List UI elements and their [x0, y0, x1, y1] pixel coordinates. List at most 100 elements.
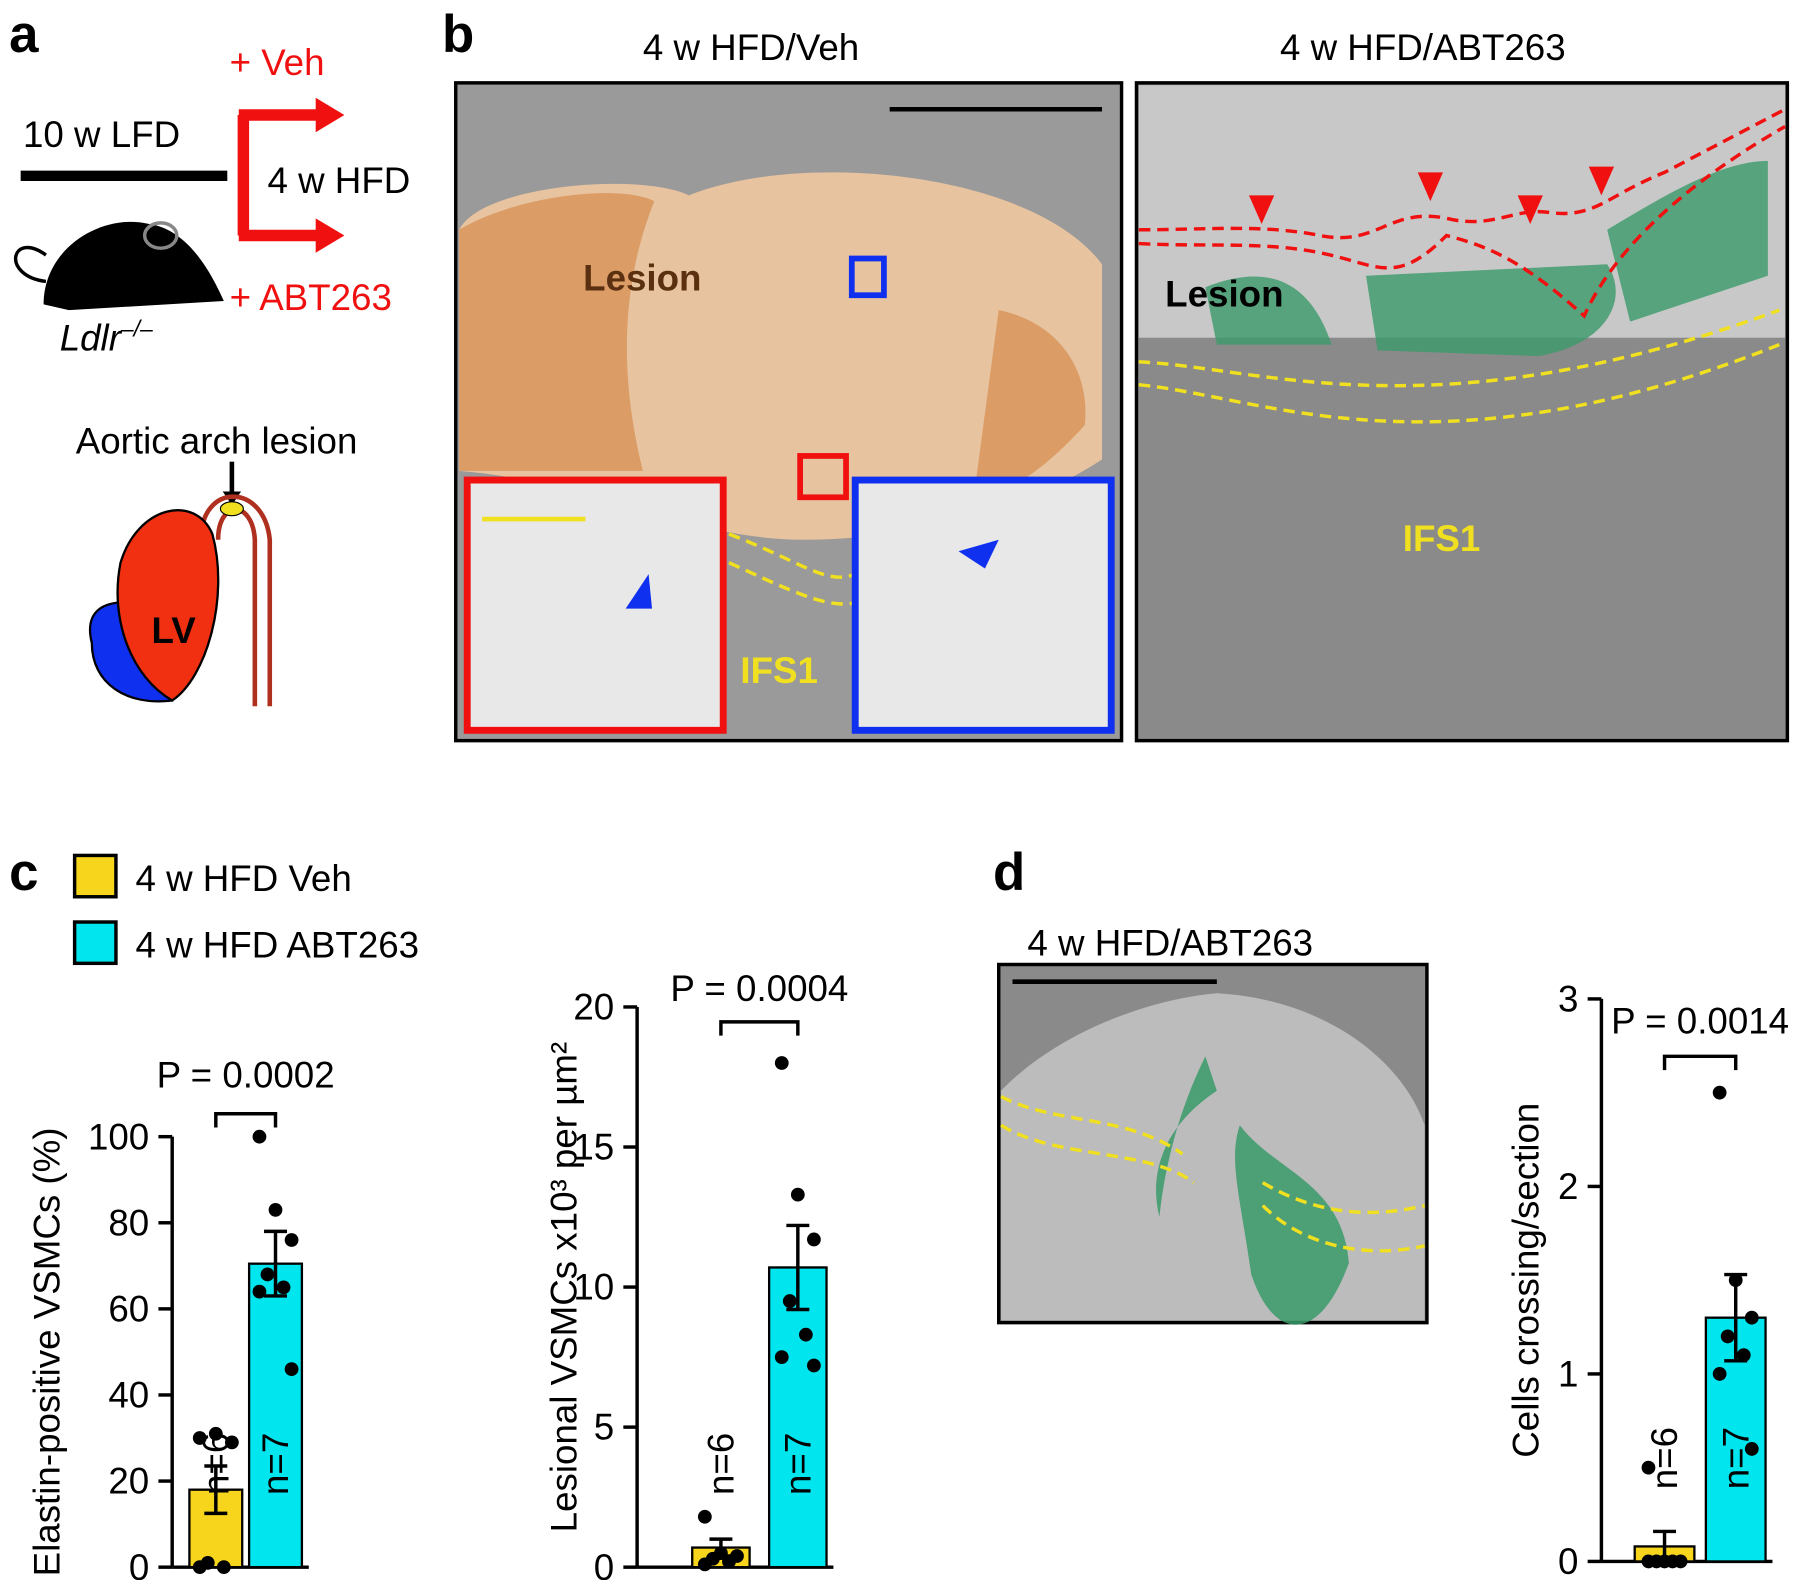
- lesion-overlay: [975, 310, 1086, 492]
- data-point: [252, 1129, 267, 1144]
- y-tick-label: 0: [594, 1547, 614, 1580]
- arrowhead-marker: [1417, 172, 1443, 202]
- arrowhead-marker: [958, 539, 999, 569]
- arrow-head: [315, 218, 345, 253]
- arrowhead-marker: [1517, 195, 1543, 225]
- y-tick-label: 60: [108, 1289, 149, 1330]
- ifs-boundary: [1000, 1094, 1426, 1253]
- y-tick-label: 0: [1558, 1541, 1578, 1580]
- ifs-boundary: [728, 532, 856, 606]
- data-point: [774, 1350, 789, 1364]
- y-tick-label: 3: [1558, 979, 1578, 1020]
- data-point: [284, 1362, 299, 1377]
- data-point: [1712, 1367, 1727, 1381]
- label-lesion: Lesion: [1165, 274, 1283, 315]
- data-point: [697, 1557, 712, 1572]
- p-value: P = 0.0014: [1611, 1000, 1789, 1041]
- data-point: [1728, 1273, 1743, 1288]
- panel-label: c: [9, 843, 38, 902]
- vsmc-overlay: [1156, 1056, 1349, 1325]
- lesion-overlay: [459, 193, 655, 471]
- y-tick-label: 20: [108, 1461, 149, 1502]
- y-tick-label: 2: [1558, 1166, 1578, 1207]
- panel-label: b: [442, 5, 474, 64]
- y-tick-label: 0: [129, 1547, 149, 1580]
- panel-d-image: 4 w HFD/ABT263: [997, 922, 1429, 1325]
- legend-swatch: [72, 920, 118, 966]
- inset-box: [797, 453, 849, 501]
- legend-label: 4 w HFD Veh: [135, 858, 351, 899]
- n-label: n=7: [1715, 1427, 1756, 1489]
- data-point: [1641, 1460, 1656, 1475]
- arrowhead-marker: [1248, 195, 1275, 225]
- arrow-head: [315, 97, 345, 133]
- significance-bracket: [214, 1112, 278, 1128]
- significance-bracket: [719, 1020, 800, 1036]
- y-tick-label: 1: [1558, 1354, 1578, 1395]
- data-point: [192, 1560, 207, 1575]
- data-point: [268, 1202, 283, 1217]
- y-tick-label: 80: [108, 1202, 149, 1243]
- data-point: [1665, 1554, 1680, 1569]
- data-point: [225, 1435, 239, 1450]
- error-bar: [264, 1229, 287, 1298]
- label-ifs: IFS1: [1403, 518, 1481, 559]
- data-point: [1712, 1085, 1727, 1100]
- y-axis-label: Cells crossing/section: [1505, 1103, 1546, 1458]
- error-bar: [204, 1464, 228, 1516]
- image-title: 4 w HFD/Veh: [643, 27, 859, 68]
- data-point: [1720, 1329, 1735, 1344]
- vsmc-overlay: [1205, 160, 1768, 357]
- label-lesion: Lesion: [583, 258, 701, 299]
- bar: [767, 1266, 828, 1569]
- arrowhead-marker: [625, 574, 653, 609]
- label-lfd: 10 w LFD: [23, 114, 180, 155]
- n-label: n=6: [195, 1433, 236, 1495]
- label-hfd: 4 w HFD: [267, 160, 410, 201]
- legend-label: 4 w HFD ABT263: [135, 925, 419, 966]
- y-tick-label: 40: [108, 1375, 149, 1416]
- data-point: [208, 1426, 223, 1441]
- y-tick-label: 5: [594, 1407, 614, 1448]
- y-axis-label: Elastin-positive VSMCs (%): [27, 1127, 68, 1576]
- n-label: n=7: [255, 1433, 296, 1495]
- image-title: 4 w HFD/ABT263: [1027, 922, 1313, 963]
- data-point: [252, 1284, 267, 1299]
- data-point: [798, 1327, 813, 1342]
- data-point: [722, 1554, 736, 1569]
- data-point: [1744, 1442, 1759, 1456]
- significance-bracket: [1662, 1054, 1738, 1071]
- p-value: P = 0.0002: [157, 1054, 335, 1095]
- y-tick-label: 20: [573, 987, 614, 1028]
- label-lesion-site: Aortic arch lesion: [76, 421, 358, 462]
- label-lv: LV: [152, 610, 197, 651]
- data-point: [1744, 1310, 1759, 1325]
- data-point: [782, 1294, 797, 1308]
- inset: [851, 476, 1115, 734]
- genotype-sup: –/–: [120, 316, 153, 342]
- heart-lv: [116, 509, 220, 702]
- arrow: [237, 109, 322, 242]
- lesion-boundary: [1138, 107, 1786, 319]
- mouse: [43, 221, 224, 311]
- label-ifs: IFS1: [740, 650, 818, 691]
- lesion: [219, 501, 244, 517]
- ifs-boundary: [1138, 308, 1780, 424]
- data-point: [774, 1056, 789, 1070]
- genotype: Ldlr–/–: [60, 316, 153, 359]
- data-point: [260, 1267, 275, 1282]
- label-abt: + ABT263: [230, 277, 392, 318]
- arrowhead-marker: [1588, 166, 1615, 196]
- genotype-name: Ldlr: [60, 317, 123, 358]
- panel-label: d: [993, 843, 1025, 902]
- legend: 4 w HFD Veh 4 w HFD ABT263: [72, 853, 419, 966]
- data-point: [1736, 1348, 1751, 1363]
- inset: [463, 476, 727, 734]
- panel-label: a: [9, 5, 39, 64]
- inset-box: [848, 255, 887, 299]
- data-point: [216, 1560, 231, 1575]
- y-tick-label: 100: [88, 1116, 149, 1157]
- n-label: n=6: [701, 1433, 742, 1495]
- error-bar: [786, 1223, 810, 1312]
